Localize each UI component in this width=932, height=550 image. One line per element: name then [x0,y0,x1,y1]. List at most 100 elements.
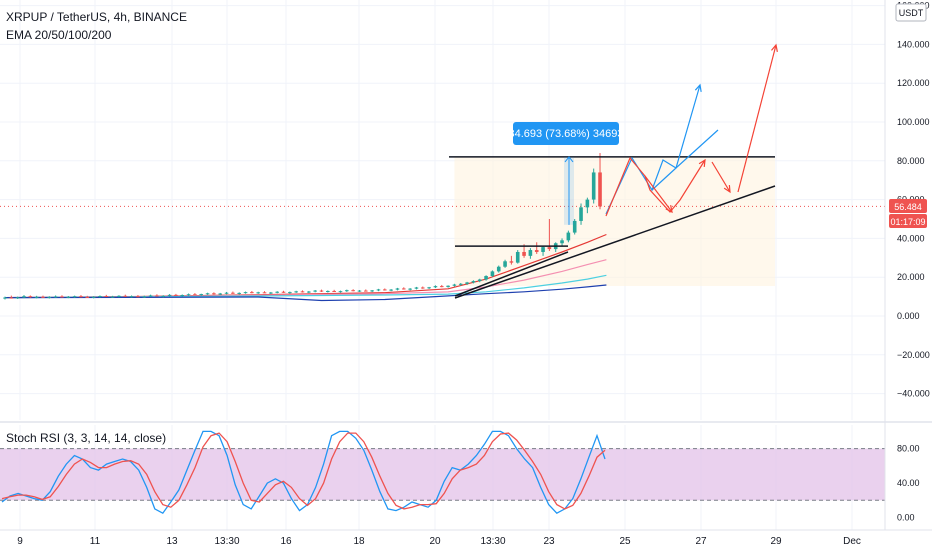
candle[interactable] [383,288,387,291]
candle[interactable] [509,255,514,265]
candle[interactable] [180,294,185,297]
candle[interactable] [161,295,166,298]
projection-red-branch[interactable] [644,175,673,213]
candle[interactable] [465,281,469,285]
stoch-rsi-panel[interactable] [0,430,885,515]
candle[interactable] [41,295,45,298]
candles[interactable] [3,153,602,300]
candle[interactable] [186,293,191,296]
candle[interactable] [224,291,229,295]
candle[interactable] [231,291,235,294]
projection-red-rally[interactable] [737,44,777,193]
candle[interactable] [288,291,292,294]
candle[interactable] [300,290,305,293]
candle[interactable] [66,296,71,299]
candle[interactable] [307,290,311,294]
candle[interactable] [3,296,7,300]
candle[interactable] [129,295,134,298]
candle[interactable] [446,285,450,288]
candle[interactable] [243,291,248,294]
candle[interactable] [376,288,381,292]
candle[interactable] [212,292,216,295]
projection-red-dip[interactable] [711,161,731,193]
candle[interactable] [579,203,583,225]
candle[interactable] [313,290,317,293]
candle[interactable] [439,284,444,288]
candle[interactable] [205,292,210,295]
candle[interactable] [91,296,96,299]
candle[interactable] [142,295,147,298]
projection-blue-path[interactable] [605,129,719,215]
drawings[interactable] [449,43,778,299]
candle[interactable] [294,290,298,293]
candle[interactable] [572,219,577,235]
candle[interactable] [452,283,457,287]
candle[interactable] [401,287,406,290]
candle[interactable] [275,291,279,294]
candle[interactable] [357,290,362,292]
candle[interactable] [370,290,374,293]
candle[interactable] [155,294,159,297]
candle[interactable] [123,294,128,297]
candle[interactable] [22,295,26,299]
candle[interactable] [250,290,254,294]
candle[interactable] [28,295,33,298]
candle[interactable] [167,294,172,297]
candle[interactable] [98,295,102,298]
trendline-lower[interactable] [454,251,569,297]
trendline[interactable] [454,185,776,299]
candle[interactable] [484,275,488,281]
candle[interactable] [60,295,64,298]
candle[interactable] [104,294,109,298]
candle[interactable] [528,248,533,259]
candle[interactable] [427,286,431,290]
candle[interactable] [345,289,349,292]
currency-badge[interactable] [895,3,927,22]
candle[interactable] [389,289,393,292]
candle[interactable] [503,259,507,268]
candle[interactable] [458,283,463,286]
candle[interactable] [408,288,412,291]
candle[interactable] [471,280,476,284]
candle[interactable] [193,293,197,296]
candle[interactable] [85,295,90,298]
candle[interactable] [591,168,596,204]
candle[interactable] [199,293,204,296]
candle[interactable] [515,250,520,264]
candle[interactable] [237,292,242,295]
candle[interactable] [338,290,343,293]
candle[interactable] [364,289,368,292]
candle[interactable] [598,153,602,210]
candle[interactable] [79,295,83,298]
candle[interactable] [117,295,121,298]
candle[interactable] [351,289,355,292]
candle[interactable] [496,265,501,273]
candle[interactable] [281,290,286,293]
candle[interactable] [477,278,482,283]
candle[interactable] [433,285,438,289]
candle[interactable] [332,289,336,292]
candle[interactable] [47,296,52,299]
candle[interactable] [534,242,539,254]
candle[interactable] [566,230,571,243]
candle[interactable] [560,238,564,247]
candle[interactable] [585,197,590,214]
candle[interactable] [15,296,20,299]
candle[interactable] [218,292,223,296]
candle[interactable] [148,294,153,297]
candle[interactable] [395,287,400,291]
candle[interactable] [319,289,324,292]
candle[interactable] [34,295,39,299]
candle[interactable] [326,290,330,293]
candle[interactable] [541,246,545,256]
candle[interactable] [420,286,425,289]
candle[interactable] [72,295,77,298]
measure-label-box[interactable] [513,122,619,145]
candle[interactable] [9,295,14,299]
candle[interactable] [136,295,140,298]
candle[interactable] [256,291,260,294]
projection-blue-arrow[interactable] [651,84,701,191]
candle[interactable] [174,293,178,297]
candle[interactable] [490,270,495,278]
